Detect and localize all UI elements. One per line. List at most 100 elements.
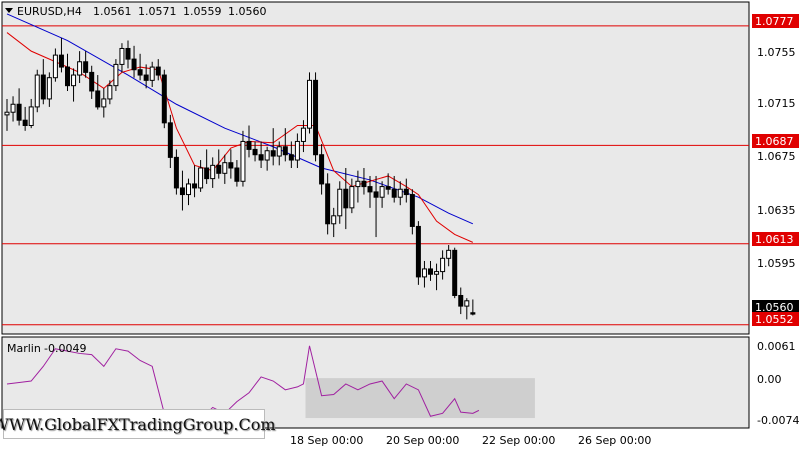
candle-body: [313, 79, 319, 156]
candle-body: [246, 140, 252, 150]
candle-body: [125, 47, 131, 60]
candle-body: [264, 150, 270, 161]
candle-body: [470, 312, 476, 315]
candle-body: [222, 162, 228, 174]
candle-body: [16, 103, 22, 121]
current-price-label: 1.0560: [755, 301, 794, 314]
price-tick-label: 1.0715: [757, 97, 796, 110]
candle-body: [192, 183, 198, 189]
candle-body: [428, 268, 433, 275]
price-axis: 1.0755 1.0715 1.0675 1.0635 1.0595: [757, 46, 796, 270]
candle-body: [258, 154, 264, 161]
price-tick-label: 1.0635: [757, 204, 796, 217]
candle-body: [434, 271, 440, 275]
candle-body: [252, 148, 258, 156]
candle-body: [28, 106, 34, 127]
candle-body: [4, 111, 10, 116]
candle-body: [373, 191, 379, 198]
candle-body: [446, 249, 452, 259]
candle-body: [343, 188, 349, 209]
candle-body: [143, 74, 149, 81]
candle-body: [83, 61, 89, 73]
candle-body: [173, 156, 179, 189]
candle-body: [415, 225, 421, 278]
candle-body: [391, 188, 397, 198]
level-tag-label: 1.0687: [755, 135, 794, 148]
candle-body: [58, 54, 64, 68]
candle-body: [22, 119, 28, 127]
candle-body: [294, 140, 300, 161]
candle-body: [409, 194, 415, 227]
candle-body: [331, 215, 337, 225]
candle-body: [34, 74, 40, 108]
candles: [4, 37, 476, 320]
indicator-shaded-zone: [305, 378, 535, 419]
candle-body: [10, 103, 16, 113]
candle-body: [155, 66, 161, 76]
collapse-triangle-icon[interactable]: [5, 8, 13, 13]
level-tags: 1.0777 1.0687 1.0613 1.0560 1.0552: [752, 14, 799, 326]
indicator-value: -0.0049: [44, 342, 86, 355]
candle-body: [349, 186, 355, 209]
candle-body: [149, 66, 155, 81]
candle-body: [234, 167, 240, 182]
candle-body: [71, 74, 77, 87]
candle-body: [40, 74, 46, 100]
candle-body: [361, 180, 367, 188]
indicator-tick-label: 0.00: [757, 373, 782, 386]
candle-body: [89, 71, 95, 92]
high-value: 1.0571: [138, 5, 177, 18]
level-tag: [752, 14, 799, 28]
candle-body: [276, 146, 282, 157]
candle-body: [216, 164, 222, 174]
time-axis: 18 Sep 00:00 20 Sep 00:00 22 Sep 00:00 2…: [290, 434, 651, 447]
candle-body: [161, 74, 167, 124]
candle-body: [379, 186, 385, 198]
candle-body: [319, 154, 325, 185]
price-panel: [1, 1, 750, 335]
candle-body: [300, 127, 306, 142]
candle-body: [452, 249, 458, 296]
watermark-text: WWW.GlobalFXTradingGroup.Com: [0, 414, 276, 434]
candle-body: [240, 140, 246, 182]
candle-body: [337, 188, 343, 217]
indicator-axis: 0.0061 0.00 -0.0074: [757, 340, 799, 427]
candle-body: [131, 58, 137, 71]
candle-body: [198, 167, 204, 189]
candle-body: [355, 180, 361, 188]
symbol-label: EURUSD,H4: [17, 5, 82, 18]
candle-body: [440, 257, 446, 273]
marlin-line: [6, 345, 480, 426]
candle-body: [77, 61, 83, 76]
candle-body: [288, 154, 294, 161]
indicator-name: Marlin: [7, 342, 41, 355]
candle-body: [46, 77, 52, 100]
candle-body: [403, 188, 409, 196]
candle-body: [186, 183, 191, 196]
candle-body: [119, 47, 125, 65]
header: EURUSD,H4 1.0561 1.0571 1.0559 1.0560: [5, 5, 267, 18]
candle-body: [228, 162, 234, 169]
time-tick-label: 22 Sep 00:00: [482, 434, 555, 447]
candle-body: [204, 167, 210, 180]
candle-body: [270, 150, 276, 157]
candle-body: [367, 186, 373, 193]
level-tag: [752, 312, 799, 326]
candle-body: [385, 186, 391, 190]
price-tick-label: 1.0755: [757, 46, 796, 59]
level-tag-label: 1.0613: [755, 233, 794, 246]
current-price-tag: [752, 300, 799, 314]
time-tick-label: 18 Sep 00:00: [290, 434, 363, 447]
candle-body: [458, 294, 464, 307]
candle-body: [179, 187, 185, 196]
candle-body: [101, 98, 107, 108]
horizontal-levels: [2, 25, 749, 326]
time-tick-label: 26 Sep 00:00: [578, 434, 651, 447]
candle-body: [307, 79, 312, 129]
time-tick-label: 20 Sep 00:00: [386, 434, 459, 447]
close-value: 1.0560: [228, 5, 267, 18]
level-tag-label: 1.0777: [755, 15, 794, 28]
open-value: 1.0561: [93, 5, 132, 18]
candle-body: [167, 122, 173, 158]
